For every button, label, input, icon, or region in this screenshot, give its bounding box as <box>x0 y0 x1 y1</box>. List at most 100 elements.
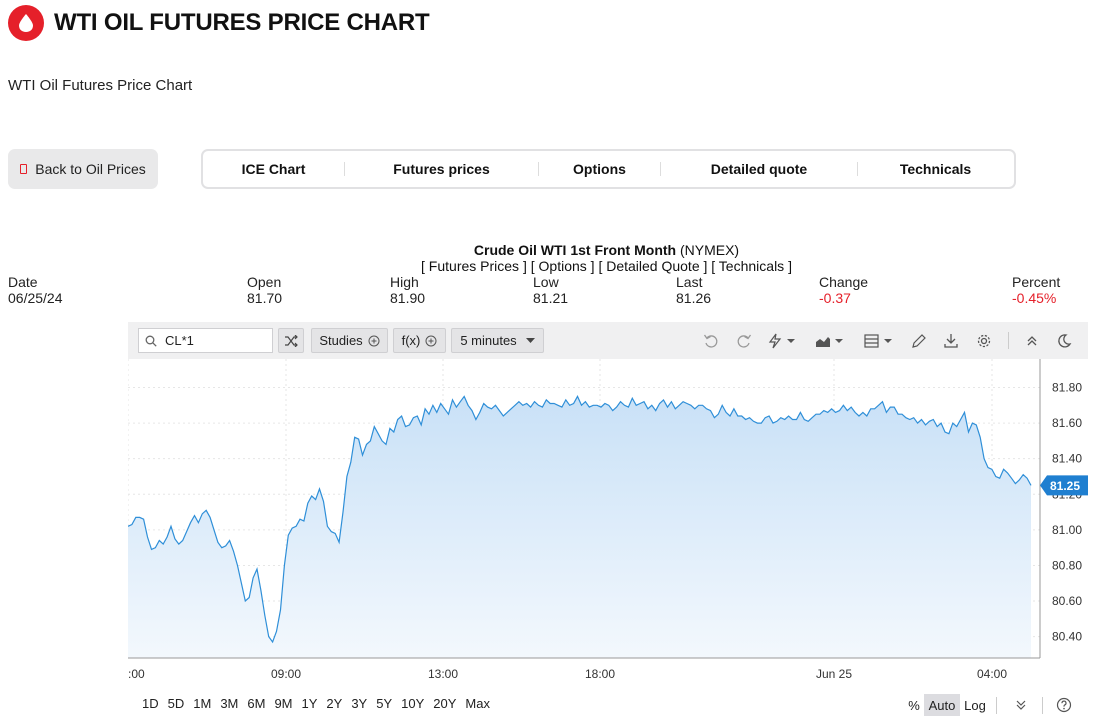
functions-button[interactable]: f(x) <box>393 328 446 353</box>
instrument-title: Crude Oil WTI 1st Front Month (NYMEX) <box>0 242 1095 258</box>
tab-divider <box>857 162 858 176</box>
period-3y[interactable]: 3Y <box>351 695 368 711</box>
period-1d[interactable]: 1D <box>142 695 159 711</box>
period-5d[interactable]: 5D <box>167 695 185 711</box>
link-options[interactable]: [ Options ] <box>530 258 595 274</box>
back-icon <box>20 164 28 174</box>
price-area-chart[interactable]: 81.8081.6081.4081.2081.0080.8080.6080.40… <box>128 359 1088 686</box>
stat-label: Date <box>8 274 38 290</box>
x-tick-label: 04:00 <box>977 667 1007 681</box>
shuffle-icon <box>285 334 298 347</box>
symbol-search-input[interactable]: CL*1 <box>138 328 273 353</box>
stat-last: Last 81.26 <box>676 274 711 306</box>
stat-value: 81.21 <box>533 290 569 306</box>
collapse-icon[interactable] <box>1022 331 1042 351</box>
studies-label: Studies <box>319 333 363 348</box>
y-tick-label: 80.60 <box>1052 594 1082 608</box>
y-tick-label: 81.40 <box>1052 452 1082 466</box>
chevron-down-icon <box>525 338 535 343</box>
percent-scale-button[interactable]: % <box>908 697 920 713</box>
moon-icon[interactable] <box>1054 331 1074 351</box>
stat-label: Low <box>533 274 559 290</box>
tab-divider <box>344 162 345 176</box>
y-tick-label: 80.80 <box>1052 558 1082 572</box>
stat-value: -0.45% <box>1012 290 1057 306</box>
y-tick-label: 80.40 <box>1052 630 1082 644</box>
tab-futures-prices[interactable]: Futures prices <box>393 161 490 177</box>
toolbar-divider <box>1042 697 1043 714</box>
link-detailed-quote[interactable]: [ Detailed Quote ] <box>598 258 708 274</box>
undo-icon[interactable] <box>701 331 721 351</box>
quote-links: [ Futures Prices ] [ Options ] [ Detaile… <box>0 258 1095 274</box>
plus-circle-icon <box>425 335 437 346</box>
log-scale-button[interactable]: Log <box>964 697 986 713</box>
last-price-badge: 81.25 <box>1040 475 1088 496</box>
toolbar-divider <box>1008 332 1009 349</box>
stat-low: Low 81.21 <box>533 274 568 306</box>
link-futures-prices[interactable]: [ Futures Prices ] <box>421 258 527 274</box>
chart-toolbar: CL*1 Studies f(x) 5 minutes <box>128 322 1088 359</box>
studies-button[interactable]: Studies <box>311 328 388 353</box>
plus-circle-icon <box>368 335 380 346</box>
gear-icon[interactable] <box>974 331 994 351</box>
lightning-icon[interactable] <box>765 331 799 351</box>
last-price-marker <box>1040 475 1088 496</box>
instrument-exchange: (NYMEX) <box>679 242 740 258</box>
back-to-oil-prices-button[interactable]: Back to Oil Prices <box>8 149 158 189</box>
x-tick-label: :00 <box>128 667 145 681</box>
stat-value: 81.26 <box>676 290 712 306</box>
stat-open: Open 81.70 <box>247 274 282 306</box>
price-area <box>128 396 1031 658</box>
tab-divider <box>660 162 661 176</box>
x-tick-label: 09:00 <box>271 667 301 681</box>
stat-value: 06/25/24 <box>8 290 63 306</box>
period-9m[interactable]: 9M <box>274 695 293 711</box>
stat-percent: Percent -0.45% <box>1012 274 1060 306</box>
download-icon[interactable] <box>941 331 961 351</box>
stat-label: Percent <box>1012 274 1061 290</box>
period-1m[interactable]: 1M <box>193 695 212 711</box>
period-max[interactable]: Max <box>465 695 490 711</box>
pencil-icon[interactable] <box>909 331 929 351</box>
stat-value: 81.90 <box>390 290 426 306</box>
last-price-label: 81.25 <box>1050 479 1080 493</box>
chart-type-icon[interactable] <box>813 331 847 351</box>
compare-button[interactable] <box>278 328 304 353</box>
toolbar-divider <box>996 697 997 714</box>
period-1y[interactable]: 1Y <box>301 695 318 711</box>
y-tick-label: 81.80 <box>1052 380 1082 394</box>
expand-down-icon[interactable] <box>1012 694 1030 716</box>
stat-label: Open <box>247 274 282 290</box>
quote-tabs: ICE Chart Futures prices Options Detaile… <box>201 149 1016 189</box>
tab-ice-chart[interactable]: ICE Chart <box>241 161 306 177</box>
period-5y[interactable]: 5Y <box>376 695 393 711</box>
stat-value: -0.37 <box>819 290 851 306</box>
period-6m[interactable]: 6M <box>247 695 266 711</box>
tab-detailed-quote[interactable]: Detailed quote <box>710 161 808 177</box>
stat-label: Last <box>676 274 703 290</box>
stat-date: Date 06/25/24 <box>8 274 63 306</box>
x-tick-label: Jun 25 <box>816 667 852 681</box>
x-tick-label: 13:00 <box>428 667 458 681</box>
stat-label: High <box>390 274 419 290</box>
help-icon[interactable] <box>1054 694 1074 716</box>
symbol-value: CL*1 <box>165 333 194 348</box>
page-subtitle: WTI Oil Futures Price Chart <box>8 77 193 94</box>
interval-select[interactable]: 5 minutes <box>451 328 544 353</box>
period-10y[interactable]: 10Y <box>401 695 425 711</box>
period-20y[interactable]: 20Y <box>433 695 457 711</box>
instrument-name: Crude Oil WTI 1st Front Month <box>473 242 677 258</box>
auto-scale-button[interactable]: Auto <box>924 694 960 716</box>
redo-icon[interactable] <box>734 331 754 351</box>
page-title: WTI OIL FUTURES PRICE CHART <box>54 9 430 36</box>
period-2y[interactable]: 2Y <box>326 695 343 711</box>
period-selector: 1D 5D 1M 3M 6M 9M 1Y 2Y 3Y 5Y 10Y 20Y Ma… <box>128 686 1088 720</box>
layout-icon[interactable] <box>862 331 896 351</box>
period-3m[interactable]: 3M <box>220 695 239 711</box>
tab-options[interactable]: Options <box>573 161 626 177</box>
link-technicals[interactable]: [ Technicals ] <box>711 258 792 274</box>
tab-technicals[interactable]: Technicals <box>899 161 972 177</box>
price-chart-widget: CL*1 Studies f(x) 5 minutes <box>128 322 1088 722</box>
oil-drop-logo-icon <box>8 5 44 41</box>
